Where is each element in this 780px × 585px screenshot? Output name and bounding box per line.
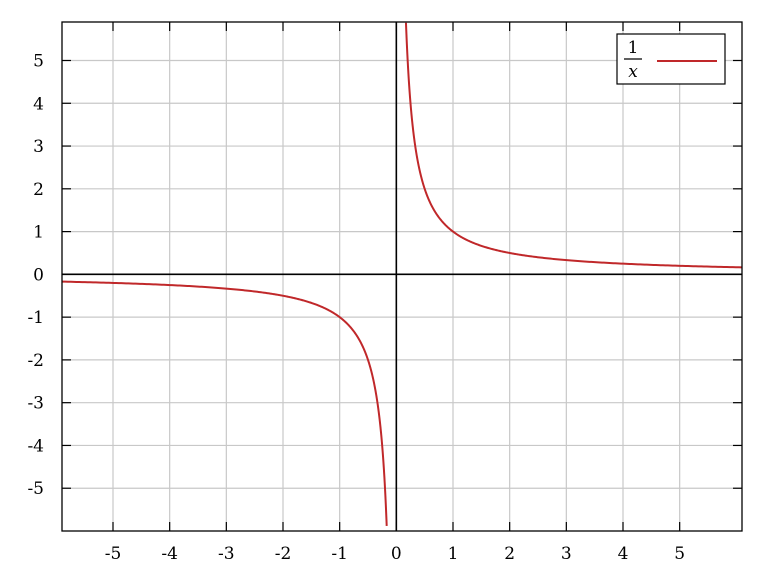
grid (62, 22, 742, 531)
legend: 1x (616, 33, 726, 85)
y-tick-label: 4 (33, 94, 44, 114)
x-tick-label: -5 (105, 544, 122, 564)
x-tick-label: 2 (504, 544, 515, 564)
ticks (62, 22, 742, 531)
y-tick-label: -4 (27, 436, 44, 456)
y-tick-label: 1 (33, 223, 44, 243)
y-tick-label: 3 (33, 137, 44, 157)
tick-labels: -5 -4 -3 -2 -1 0 1 2 3 4 5 5 4 3 2 1 0 -1 -2 -3 -4 -5 (27, 51, 685, 564)
x-tick-label: -4 (161, 544, 178, 564)
axes (62, 22, 742, 531)
x-tick-label: 0 (391, 544, 402, 564)
curve-branch-negative (61, 280, 388, 527)
x-tick-label: -2 (275, 544, 292, 564)
plot-area (61, 22, 743, 527)
legend-denominator: x (628, 62, 638, 82)
x-tick-label: 1 (448, 544, 459, 564)
legend-numerator: 1 (628, 38, 639, 58)
y-tick-label: -2 (27, 351, 44, 371)
x-tick-label: 5 (674, 544, 685, 564)
plot-frame (61, 21, 743, 532)
y-tick-label: -3 (27, 394, 44, 414)
y-tick-label: -5 (27, 479, 44, 499)
x-tick-label: -3 (218, 544, 235, 564)
curve-branch-positive (404, 22, 743, 269)
x-tick-label: 3 (561, 544, 572, 564)
y-tick-label: 0 (33, 265, 44, 285)
y-tick-label: 5 (33, 51, 44, 71)
x-tick-label: -1 (331, 544, 348, 564)
x-tick-label: 4 (618, 544, 629, 564)
y-tick-label: 2 (33, 180, 44, 200)
y-tick-label: -1 (27, 308, 44, 328)
